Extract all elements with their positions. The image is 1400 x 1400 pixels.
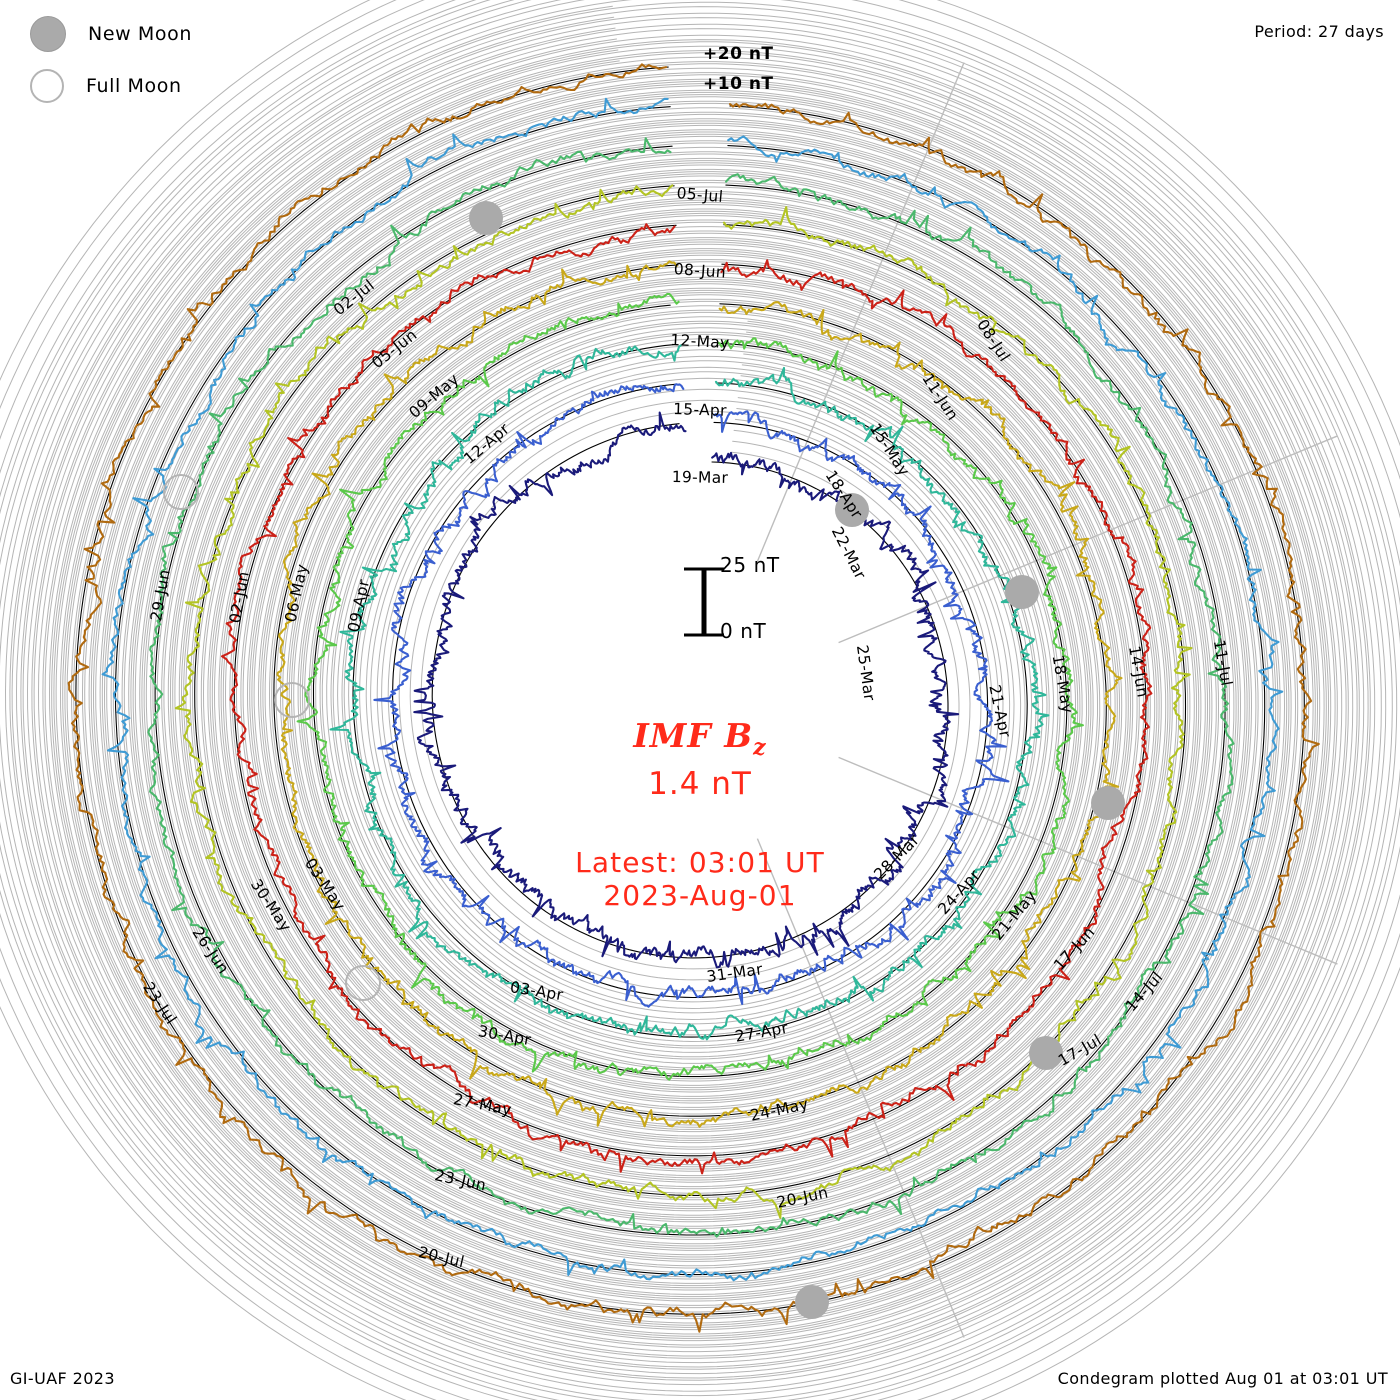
amplitude-key: 25 nT 0 nT bbox=[676, 553, 876, 653]
trace-turn-5 bbox=[276, 260, 1123, 1128]
legend-label-new-moon: New Moon bbox=[88, 23, 192, 45]
legend: New Moon Full Moon bbox=[22, 8, 302, 112]
full-moon-marker bbox=[345, 965, 381, 1001]
trace-turn-6 bbox=[220, 223, 1153, 1175]
full-moon-marker bbox=[274, 682, 310, 718]
ring-date-label: 08-Jun bbox=[673, 260, 727, 282]
amplitude-key-bar bbox=[684, 567, 724, 637]
new-moon-icon bbox=[30, 16, 66, 52]
gridline-ring-2 bbox=[53, 49, 1327, 1337]
trace-turn-1 bbox=[413, 411, 960, 969]
new-moon-marker bbox=[1091, 786, 1125, 820]
ring-date-label: 15-Apr bbox=[672, 400, 728, 420]
full-moon-marker bbox=[163, 474, 199, 510]
new-moon-marker bbox=[835, 493, 869, 527]
plotted-timestamp-label: Condegram plotted Aug 01 at 03:01 UT bbox=[1057, 1369, 1388, 1388]
latest-time: Latest: 03:01 UT bbox=[575, 845, 825, 879]
gridline-ring-3 bbox=[42, 38, 1338, 1348]
data-traces bbox=[67, 63, 1320, 1333]
imf-current-value: 1.4 nT bbox=[648, 765, 752, 802]
baseline-turn-3 bbox=[352, 344, 1028, 1038]
new-moon-marker bbox=[1029, 1036, 1063, 1070]
gridline-ring-4 bbox=[31, 27, 1349, 1359]
trace-turn-10 bbox=[67, 63, 1320, 1333]
trace-turn-3 bbox=[329, 344, 1050, 1041]
imf-title: IMF Bz bbox=[400, 716, 1000, 761]
gridline-ring-5 bbox=[20, 16, 1360, 1370]
scale-tag-10nt: +10 nT bbox=[703, 74, 774, 94]
amplitude-key-bottom-label: 0 nT bbox=[720, 619, 767, 643]
trace-turn-7 bbox=[174, 184, 1193, 1219]
amplitude-key-top-label: 25 nT bbox=[720, 553, 780, 577]
radial-spoke-2 bbox=[838, 756, 1338, 965]
gridline-ring-6 bbox=[9, 5, 1371, 1381]
baseline-turn-9 bbox=[114, 106, 1266, 1276]
imf-title-subscript: z bbox=[753, 734, 767, 761]
latest-observation: Latest: 03:01 UT 2023-Aug-01 bbox=[400, 846, 1000, 912]
full-moon-icon bbox=[30, 69, 64, 103]
ring-date-label: 12-May bbox=[669, 331, 730, 353]
new-moon-marker bbox=[1005, 575, 1039, 609]
legend-item-full-moon: Full Moon bbox=[22, 60, 302, 112]
trace-turn-4 bbox=[296, 292, 1084, 1081]
ring-date-label: 19-Mar bbox=[671, 468, 729, 487]
credit-label: GI-UAF 2023 bbox=[10, 1369, 115, 1388]
trace-turn-2 bbox=[373, 383, 1010, 1008]
scale-tag-20nt: +20 nT bbox=[703, 44, 774, 64]
period-label: Period: 27 days bbox=[1254, 22, 1384, 41]
center-readout: IMF Bz 1.4 nT Latest: 03:01 UT 2023-Aug-… bbox=[400, 716, 1000, 912]
latest-date: 2023-Aug-01 bbox=[603, 878, 797, 912]
imf-title-main: IMF B bbox=[633, 716, 754, 755]
new-moon-marker bbox=[795, 1285, 829, 1319]
new-moon-marker bbox=[469, 201, 503, 235]
trace-turn-8 bbox=[147, 137, 1235, 1238]
moon-phase-markers bbox=[163, 201, 1125, 1319]
legend-item-new-moon: New Moon bbox=[22, 8, 302, 60]
legend-label-full-moon: Full Moon bbox=[86, 75, 182, 97]
gridline-ring-1 bbox=[64, 60, 1316, 1326]
baseline-turn-4 bbox=[312, 304, 1068, 1078]
trace-turn-9 bbox=[101, 97, 1284, 1282]
